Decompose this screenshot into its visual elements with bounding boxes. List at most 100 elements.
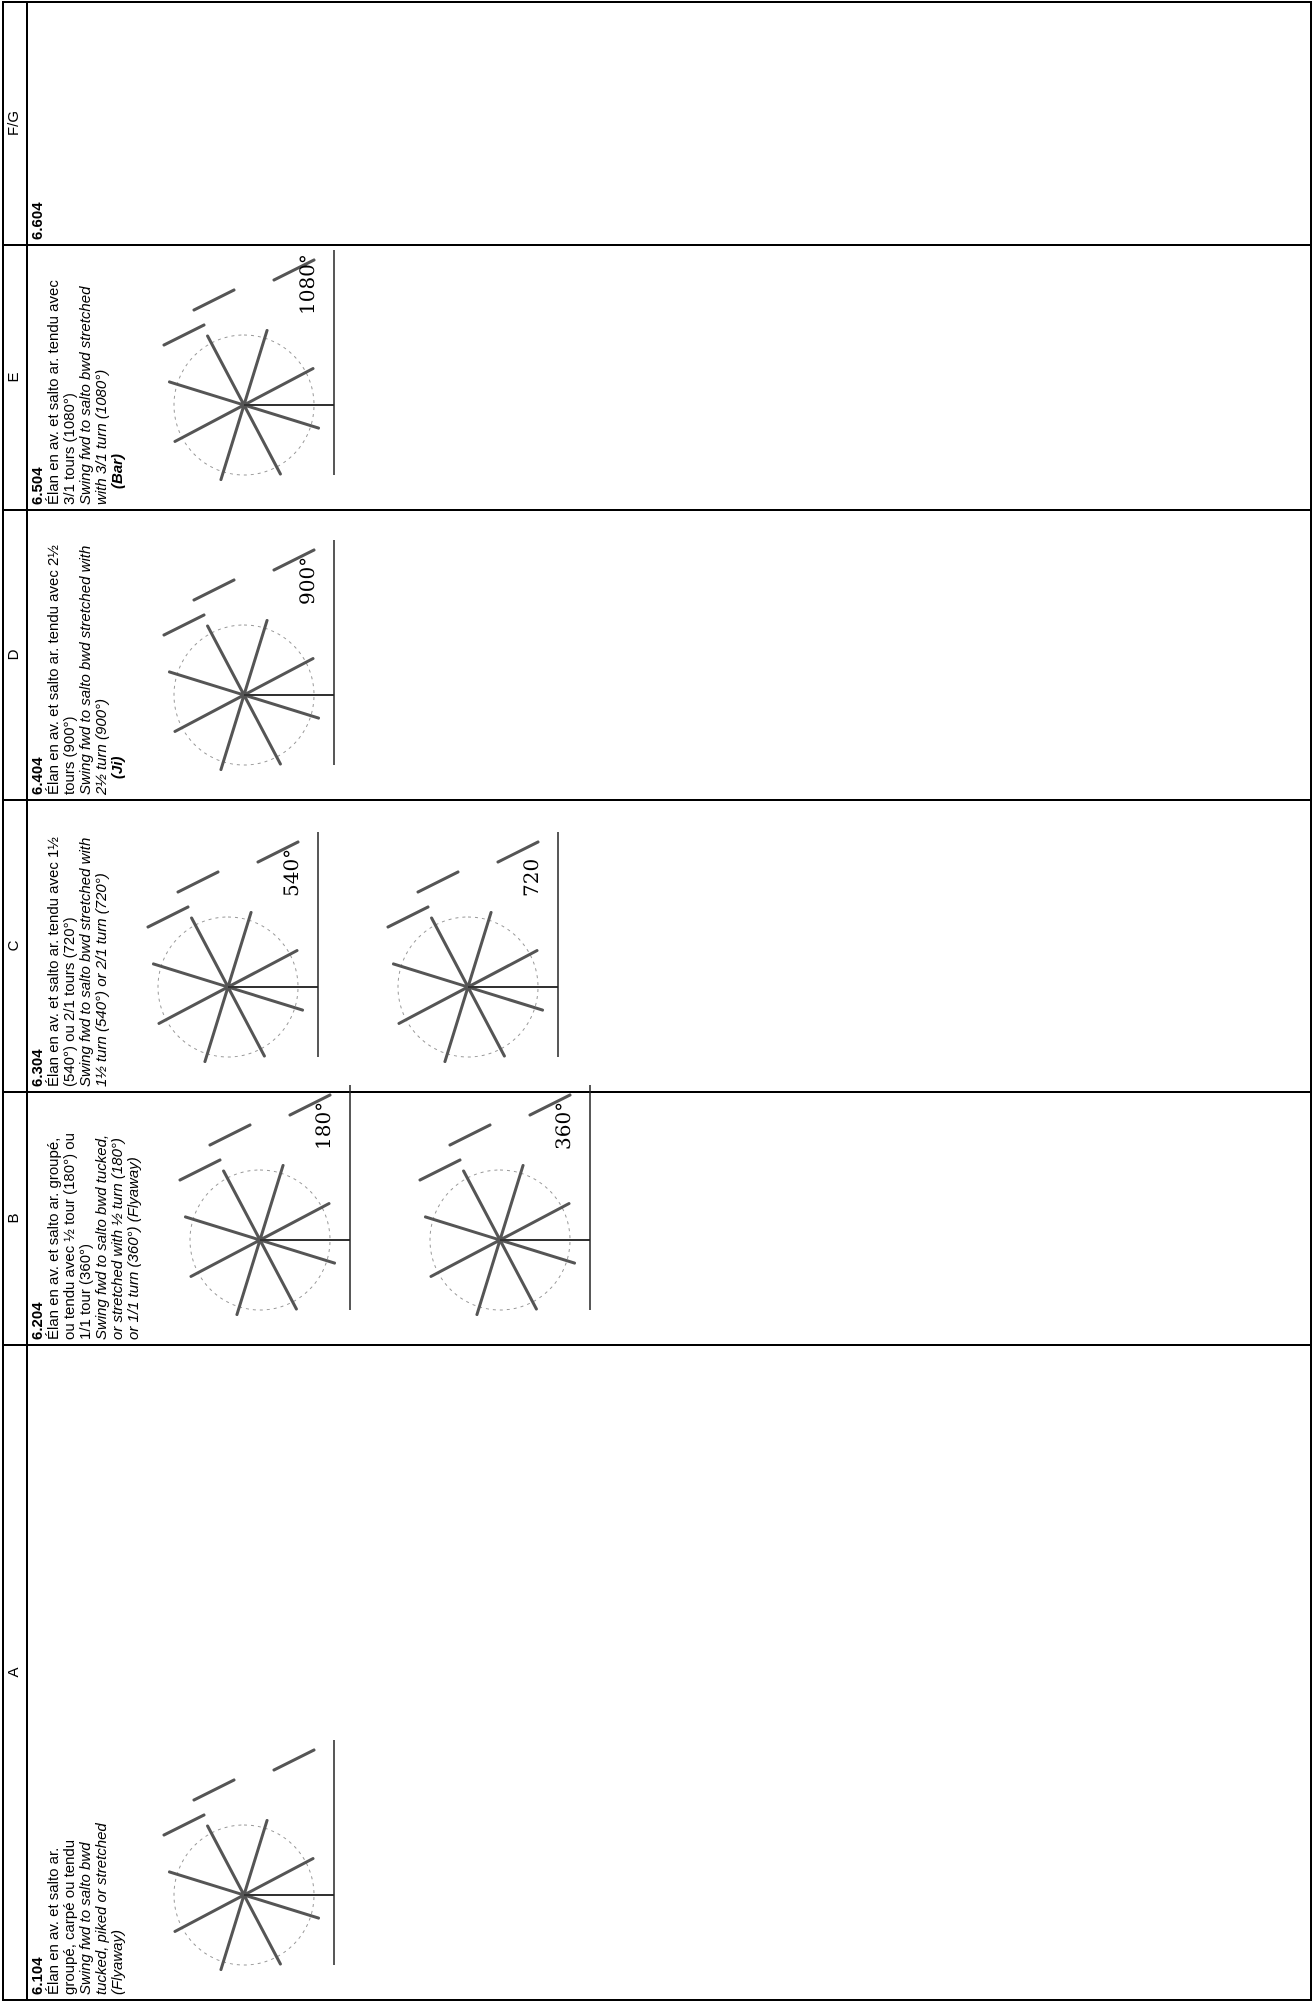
flight-position — [256, 840, 300, 864]
body-position — [226, 949, 299, 989]
flight-position — [528, 1093, 572, 1117]
body-position — [183, 1215, 262, 1242]
flight-position — [418, 1158, 462, 1182]
english-text: Swing fwd to salto bwd stretched with — [77, 837, 94, 1087]
body-position — [206, 334, 246, 407]
skill-sketch: 540° — [146, 832, 319, 1064]
skill-sketch: 180° — [178, 1085, 351, 1317]
english-text: Swing fwd to salto bwd — [77, 1842, 94, 1995]
rotation-label: 540° — [279, 849, 303, 897]
body-position — [258, 1238, 337, 1265]
french-text: 3/1 tours (1080°) — [61, 393, 78, 505]
element-name: (Bar) — [109, 453, 126, 489]
flight-position — [162, 1813, 206, 1837]
element-cell: 6.404 Élan en av. et salto ar. tendu avec… — [27, 510, 1311, 800]
body-position — [429, 1238, 502, 1278]
french-text: Élan en av. et salto ar. — [45, 1847, 62, 1995]
english-text: 2½ turn (900°) — [93, 698, 110, 795]
body-position — [151, 962, 230, 989]
rotation-circle — [173, 1824, 315, 1966]
flight-position — [162, 613, 206, 637]
body-position — [219, 403, 246, 482]
body-position — [157, 985, 230, 1025]
body-position — [242, 403, 282, 476]
flight-position — [416, 870, 460, 894]
body-position — [219, 693, 246, 772]
body-position — [219, 1893, 246, 1972]
rotation-circle — [173, 624, 315, 766]
body-position — [443, 985, 470, 1064]
body-position — [391, 962, 470, 989]
element-code: 6.104 — [29, 1957, 46, 1995]
body-position — [242, 1857, 315, 1897]
body-position — [466, 910, 493, 989]
body-position — [226, 985, 266, 1058]
flight-position — [386, 905, 430, 929]
flight-position — [272, 548, 316, 572]
english-text: Swing fwd to salto bwd stretched with — [77, 545, 94, 795]
body-position — [430, 916, 470, 989]
flight-position — [288, 1093, 332, 1117]
rotation-label: 900° — [295, 557, 319, 605]
body-position — [167, 380, 246, 407]
body-position — [242, 403, 321, 430]
french-text: Élan en av. et salto ar. tendu avec — [45, 280, 62, 505]
body-position — [226, 985, 305, 1012]
body-position — [235, 1238, 262, 1317]
body-position — [498, 1238, 577, 1265]
body-position — [258, 1202, 331, 1242]
body-position — [242, 693, 321, 720]
column-header: C — [3, 800, 27, 1092]
rotation-circle — [173, 334, 315, 476]
header-row: A B C D E F/G — [3, 2, 27, 2000]
body-position — [397, 985, 470, 1025]
element-code: 6.504 — [29, 467, 46, 505]
rotation-circle — [189, 1169, 331, 1311]
body-position — [242, 1818, 269, 1897]
body-position — [242, 328, 269, 407]
flight-position — [448, 1123, 492, 1147]
element-code: 6.404 — [29, 757, 46, 795]
rotation-circle — [397, 916, 539, 1058]
french-text: Élan en av. et salto ar. tendu avec 2½ — [45, 545, 62, 795]
body-position — [242, 618, 269, 697]
body-position — [258, 1163, 285, 1242]
english-text: or 1/1 turn (360°) (Flyaway) — [125, 1157, 142, 1340]
body-position — [462, 1169, 502, 1242]
body-position — [206, 624, 246, 697]
flight-position — [496, 840, 540, 864]
rotation-label: 720 — [519, 859, 543, 897]
column-header: E — [3, 245, 27, 510]
element-code: 6.204 — [29, 1302, 46, 1340]
body-position — [498, 1202, 571, 1242]
flight-position — [192, 578, 236, 602]
french-text: Élan en av. et salto ar. tendu avec 1½ — [45, 837, 62, 1087]
body-position — [466, 985, 506, 1058]
rotation-label: 360° — [551, 1102, 575, 1150]
english-text: tucked, piked or stretched — [93, 1823, 110, 1995]
body-position — [423, 1215, 502, 1242]
element-cell: 6.204 Élan en av. et salto ar. groupé, ou … — [27, 1085, 1311, 1345]
body-position — [190, 916, 230, 989]
skill-sketch: 1080° — [162, 250, 335, 482]
body-position — [466, 985, 545, 1012]
english-text: Swing fwd to salto bwd tucked, — [93, 1134, 110, 1340]
english-text: 1½ turn (540°) or 2/1 turn (720°) — [93, 873, 110, 1087]
body-position — [242, 367, 315, 407]
column-header: B — [3, 1092, 27, 1345]
french-text: tours (900°) — [61, 716, 78, 795]
flight-position — [192, 288, 236, 312]
element-code: 6.604 — [29, 202, 46, 240]
skill-sketch: 720 — [386, 832, 559, 1064]
flight-position — [208, 1123, 252, 1147]
skill-sketch: 360° — [418, 1085, 591, 1317]
body-position — [242, 1893, 282, 1966]
flight-position — [178, 1158, 222, 1182]
flight-position — [272, 1748, 316, 1772]
body-position — [203, 985, 230, 1064]
flight-position — [192, 1778, 236, 1802]
body-position — [466, 949, 539, 989]
body-row: 6.104 Élan en av. et salto ar. groupé, car… — [27, 2, 1311, 2000]
flight-position — [162, 323, 206, 347]
